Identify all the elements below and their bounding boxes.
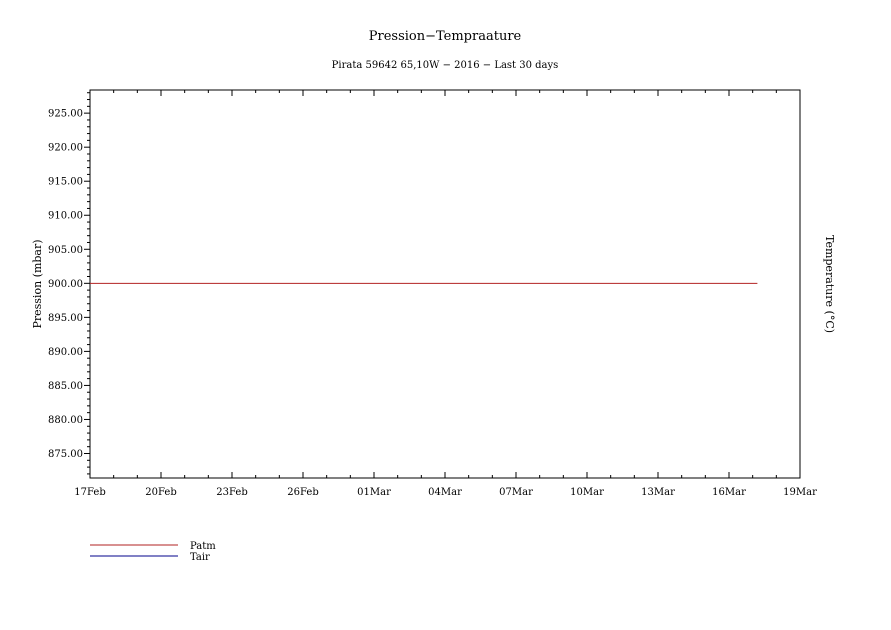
y-tick-label: 890.00 — [48, 347, 83, 358]
y-tick-label: 925.00 — [48, 109, 83, 120]
y-tick-label: 880.00 — [48, 415, 83, 426]
y-axis-label-right: Temperature (°C) — [823, 235, 836, 333]
x-tick-label: 13Mar — [641, 487, 675, 498]
y-tick-label: 900.00 — [48, 279, 83, 290]
y-tick-label: 910.00 — [48, 211, 83, 222]
plot-frame — [89, 89, 801, 479]
x-tick-label: 16Mar — [712, 487, 746, 498]
x-tick-label: 07Mar — [499, 487, 533, 498]
y-tick-label: 875.00 — [48, 449, 83, 460]
x-tick-label: 04Mar — [428, 487, 462, 498]
x-tick-label: 26Feb — [287, 487, 318, 498]
y-axis: 875.00 880.00 885.00 890.00 895.00 900.00 905.… — [48, 92, 90, 475]
legend-label-patm: Patm — [190, 541, 216, 552]
x-tick-label: 19Mar — [783, 487, 817, 498]
y-tick-label: 905.00 — [48, 245, 83, 256]
x-tick-label: 23Feb — [216, 487, 247, 498]
x-axis: 17Feb 20Feb 23Feb 26Feb 01Mar 04Mar 07Mar 10Mar… — [74, 90, 817, 498]
y-tick-label: 895.00 — [48, 313, 83, 324]
legend-label-tair: Tair — [190, 552, 210, 563]
x-tick-label: 17Feb — [74, 487, 105, 498]
chart-title: Pression−Tempraature — [369, 29, 522, 44]
y-tick-label: 915.00 — [48, 177, 83, 188]
x-tick-label: 20Feb — [145, 487, 176, 498]
y-axis-label: Pression (mbar) — [31, 239, 44, 328]
x-tick-label: 01Mar — [357, 487, 391, 498]
y-tick-label: 885.00 — [48, 381, 83, 392]
y-tick-label: 920.00 — [48, 143, 83, 154]
x-tick-label: 10Mar — [570, 487, 604, 498]
chart-subtitle: Pirata 59642 65,10W − 2016 − Last 30 day… — [332, 60, 559, 71]
